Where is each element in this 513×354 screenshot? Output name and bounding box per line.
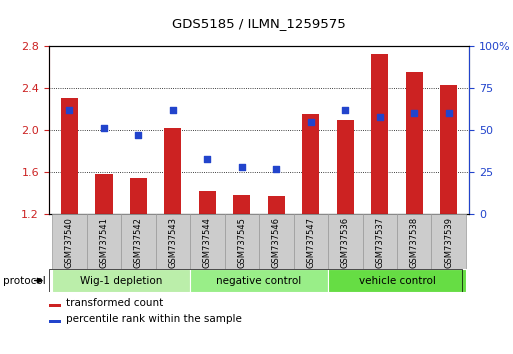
Bar [328,214,363,269]
Text: Wig-1 depletion: Wig-1 depletion [80,275,162,286]
Bar [397,214,431,269]
Text: percentile rank within the sample: percentile rank within the sample [66,314,242,324]
Text: GSM737538: GSM737538 [410,217,419,268]
Bar [164,128,182,214]
Bar [52,269,190,292]
Point [169,107,177,113]
Bar [293,214,328,269]
Point [307,119,315,125]
Bar [440,85,457,214]
Text: GSM737537: GSM737537 [375,217,384,268]
Bar [190,214,225,269]
Text: GDS5185 / ILMN_1259575: GDS5185 / ILMN_1259575 [172,17,346,30]
Bar [268,196,285,214]
Bar [371,55,388,214]
Text: negative control: negative control [216,275,302,286]
Point [238,164,246,170]
Text: transformed count: transformed count [66,298,164,308]
Bar [328,269,466,292]
Bar [49,320,61,323]
Bar [431,214,466,269]
Text: protocol: protocol [3,275,45,286]
Bar [302,114,320,214]
Text: GSM737536: GSM737536 [341,217,350,268]
Bar [199,191,216,214]
Text: GSM737543: GSM737543 [168,217,177,268]
Bar [406,72,423,214]
Text: GSM737547: GSM737547 [306,217,315,268]
Point [445,110,453,116]
Bar [61,97,78,214]
Bar [190,269,328,292]
Bar [259,214,293,269]
Point [65,107,73,113]
Bar [363,214,397,269]
Text: GSM737540: GSM737540 [65,217,74,268]
Bar [95,174,112,214]
Point [376,114,384,119]
Bar [49,304,61,307]
Text: GSM737541: GSM737541 [100,217,108,268]
Bar [87,214,121,269]
Bar [155,214,190,269]
Point [410,110,418,116]
Text: GSM737546: GSM737546 [272,217,281,268]
Bar [52,214,87,269]
Bar [337,120,354,214]
Point [341,107,349,113]
Bar [225,214,259,269]
Point [272,166,281,172]
Bar [121,214,155,269]
Bar [233,195,250,214]
Text: GSM737539: GSM737539 [444,217,453,268]
Point [134,132,143,138]
Bar [130,178,147,214]
Text: vehicle control: vehicle control [359,275,436,286]
Text: GSM737544: GSM737544 [203,217,212,268]
Point [100,126,108,131]
Text: GSM737545: GSM737545 [238,217,246,268]
Text: GSM737542: GSM737542 [134,217,143,268]
Point [203,156,211,161]
